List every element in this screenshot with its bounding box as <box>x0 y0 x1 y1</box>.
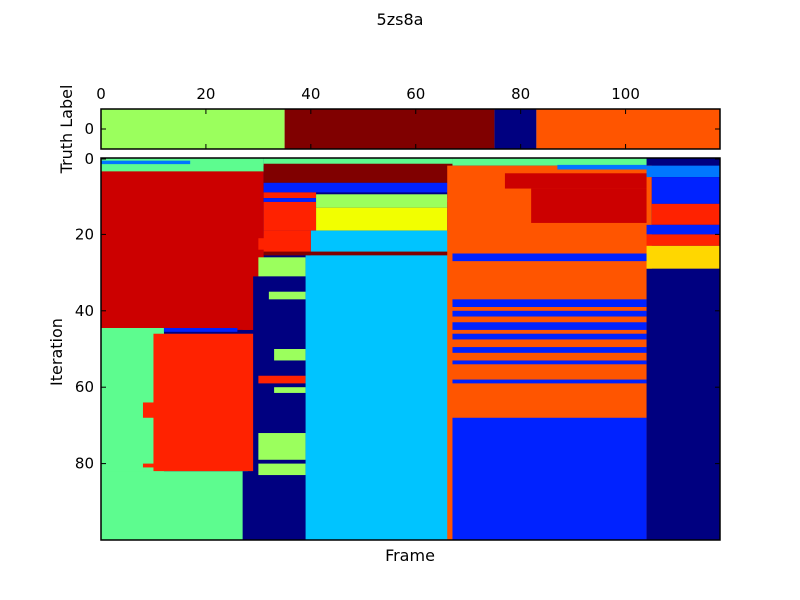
heatmap-cell <box>263 230 311 254</box>
heatmap-cell <box>263 163 453 183</box>
heatmap-cell <box>258 257 306 277</box>
heatmap-cell <box>646 268 720 540</box>
heatmap-cell <box>651 203 720 225</box>
heatmap-cell <box>274 349 306 361</box>
heatmap-cell <box>316 207 448 231</box>
heatmap-cell <box>452 347 647 353</box>
heatmap-cell <box>452 379 647 384</box>
truth-label-axis-title: Truth Label <box>57 85 76 175</box>
heatmap-cell <box>253 276 306 540</box>
heatmap-cell <box>452 333 647 340</box>
iteration-heatmap <box>101 158 720 540</box>
heatmap-y-tick-label: 80 <box>75 455 94 473</box>
heatmap-frame <box>100 157 721 541</box>
heatmap-y-tick-label: 20 <box>75 225 94 243</box>
heatmap-cell <box>504 173 647 189</box>
truth-x-tick-label: 100 <box>611 85 640 103</box>
heatmap-cell <box>557 164 647 170</box>
heatmap-cell <box>163 327 238 332</box>
truth-x-tick-label: 0 <box>96 85 106 103</box>
heatmap-cell <box>310 230 453 256</box>
heatmap-cell <box>646 234 720 246</box>
truth-segment <box>494 109 537 149</box>
heatmap-cell <box>142 402 159 418</box>
iteration-heatmap-viewport <box>101 158 720 540</box>
truth-x-tick-label: 80 <box>511 85 530 103</box>
heatmap-cell <box>316 194 448 208</box>
heatmap-cell <box>263 251 453 256</box>
heatmap-cell <box>646 245 720 269</box>
heatmap-cell <box>142 463 159 468</box>
truth-x-tick-label: 40 <box>301 85 320 103</box>
heatmap-cell <box>274 387 306 393</box>
frame-axis-title: Frame <box>385 546 435 565</box>
truth-segment <box>101 109 285 149</box>
figure-title: 5zs8a <box>377 10 424 29</box>
heatmap-y-tick-label: 60 <box>75 378 94 396</box>
heatmap-cell <box>263 192 317 199</box>
truth-strip-frame <box>100 108 721 150</box>
heatmap-y-tick-label: 40 <box>75 302 94 320</box>
heatmap-cell <box>258 375 306 384</box>
truth-x-tick-label: 20 <box>196 85 215 103</box>
heatmap-cell <box>305 255 453 540</box>
iteration-axis-title: Iteration <box>47 318 66 386</box>
heatmap-cell <box>153 333 269 472</box>
heatmap-cell <box>646 224 720 235</box>
heatmap-y-tick-label: 0 <box>84 150 94 168</box>
heatmap-cell <box>452 310 647 317</box>
heatmap-cell <box>452 158 647 166</box>
heatmap-cell <box>452 253 647 262</box>
heatmap-cell <box>646 165 720 178</box>
heatmap-cell <box>263 182 453 193</box>
heatmap-cell <box>452 360 647 365</box>
heatmap-cell <box>531 188 647 223</box>
truth-y-tick-label: 0 <box>84 120 94 138</box>
truth-label-strip <box>101 109 720 149</box>
heatmap-cell <box>258 433 306 460</box>
heatmap-cell <box>263 201 317 231</box>
heatmap-cell <box>101 471 248 540</box>
heatmap-cell <box>452 299 647 307</box>
heatmap-cell <box>101 158 264 174</box>
heatmap-cell <box>101 160 191 165</box>
truth-x-tick-label: 60 <box>406 85 425 103</box>
truth-segment <box>536 109 720 149</box>
heatmap-cell <box>651 177 720 204</box>
heatmap-cell <box>268 291 306 300</box>
truth-label-ticks: 0 20 40 60 80 100 0 <box>84 85 720 149</box>
heatmap-cell <box>452 417 647 540</box>
truth-segment <box>284 109 495 149</box>
heatmap-y-ticks: 0 20 40 60 80 <box>75 150 720 473</box>
heatmap-cell <box>263 158 453 166</box>
heatmap-cell <box>452 322 647 330</box>
heatmap-cell <box>101 171 264 330</box>
heatmap-cell <box>258 463 306 476</box>
